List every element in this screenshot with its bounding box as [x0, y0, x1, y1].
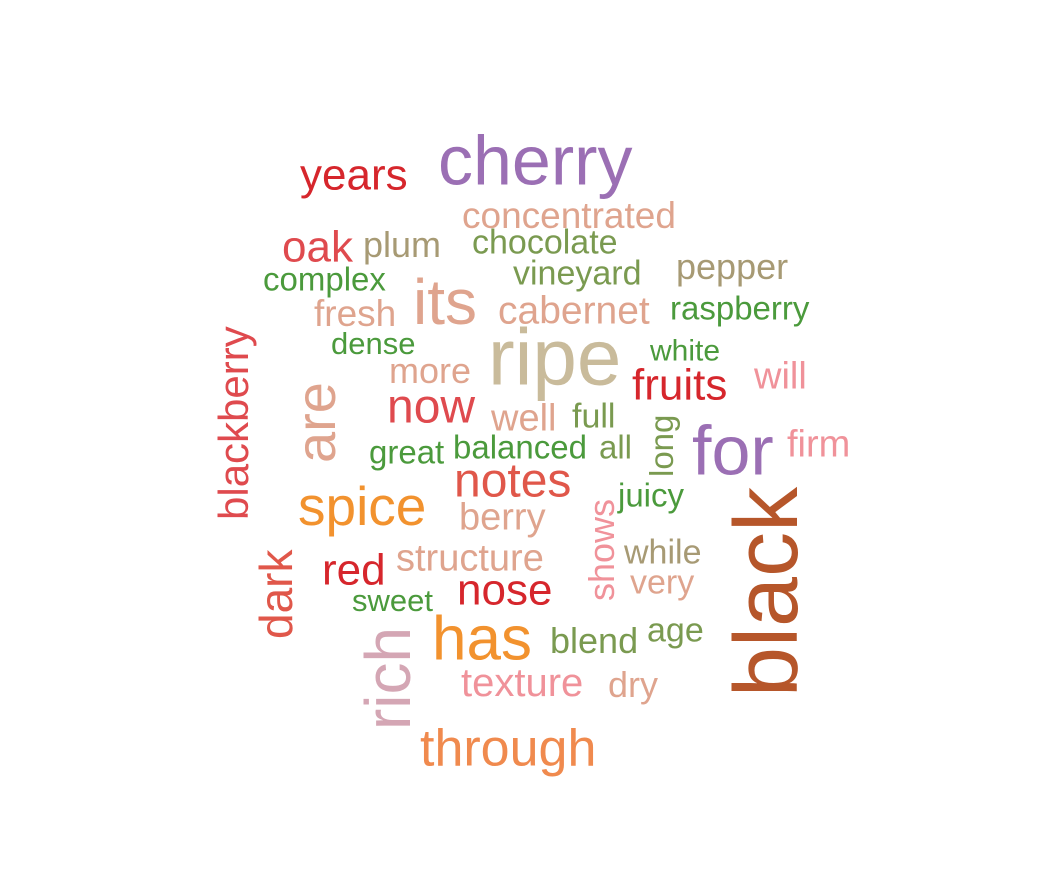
word-dry: dry — [608, 663, 659, 705]
word-white: white — [650, 334, 721, 368]
word-oak: oak — [282, 222, 353, 272]
word-juicy: juicy — [618, 476, 685, 514]
word-cabernet: cabernet — [498, 289, 650, 333]
word-shows: shows — [581, 498, 622, 601]
word-very: very — [630, 563, 695, 602]
word-ripe: ripe — [488, 312, 622, 402]
word-raspberry: raspberry — [670, 289, 810, 327]
word-black: black — [717, 486, 817, 697]
word-great: great — [369, 433, 445, 471]
word-berry: berry — [459, 496, 546, 539]
word-blackberry: blackberry — [210, 326, 257, 520]
word-while: while — [624, 533, 702, 572]
word-more: more — [389, 349, 472, 391]
word-age: age — [647, 611, 704, 650]
word-concentrated: concentrated — [462, 195, 676, 237]
word-well: well — [491, 397, 557, 440]
word-cherry: cherry — [438, 121, 633, 200]
word-blend: blend — [550, 619, 639, 661]
word-sweet: sweet — [352, 582, 433, 618]
word-years: years — [300, 150, 408, 200]
word-full: full — [572, 397, 616, 436]
word-now: now — [387, 380, 476, 434]
word-will: will — [754, 355, 807, 398]
word-pepper: pepper — [676, 245, 789, 287]
word-all: all — [599, 428, 633, 466]
word-rich: rich — [352, 626, 424, 730]
word-vineyard: vineyard — [513, 254, 642, 293]
word-balanced: balanced — [453, 428, 587, 466]
word-fresh: fresh — [314, 293, 397, 335]
word-red: red — [322, 545, 386, 595]
word-firm: firm — [787, 423, 851, 466]
word-chocolate: chocolate — [472, 223, 618, 262]
word-notes: notes — [454, 454, 572, 508]
word-has: has — [432, 604, 532, 674]
word-through: through — [420, 719, 597, 778]
word-dark: dark — [250, 549, 302, 639]
word-are: are — [284, 382, 347, 463]
word-spice: spice — [298, 475, 427, 538]
word-structure: structure — [396, 537, 544, 580]
word-long: long — [643, 414, 680, 477]
word-dense: dense — [331, 325, 416, 361]
word-for: for — [692, 411, 774, 490]
word-nose: nose — [457, 565, 553, 615]
word-its: its — [413, 266, 477, 339]
word-complex: complex — [263, 260, 386, 298]
word-texture: texture — [461, 660, 584, 705]
word-plum: plum — [363, 223, 442, 265]
word-fruits: fruits — [632, 360, 728, 410]
